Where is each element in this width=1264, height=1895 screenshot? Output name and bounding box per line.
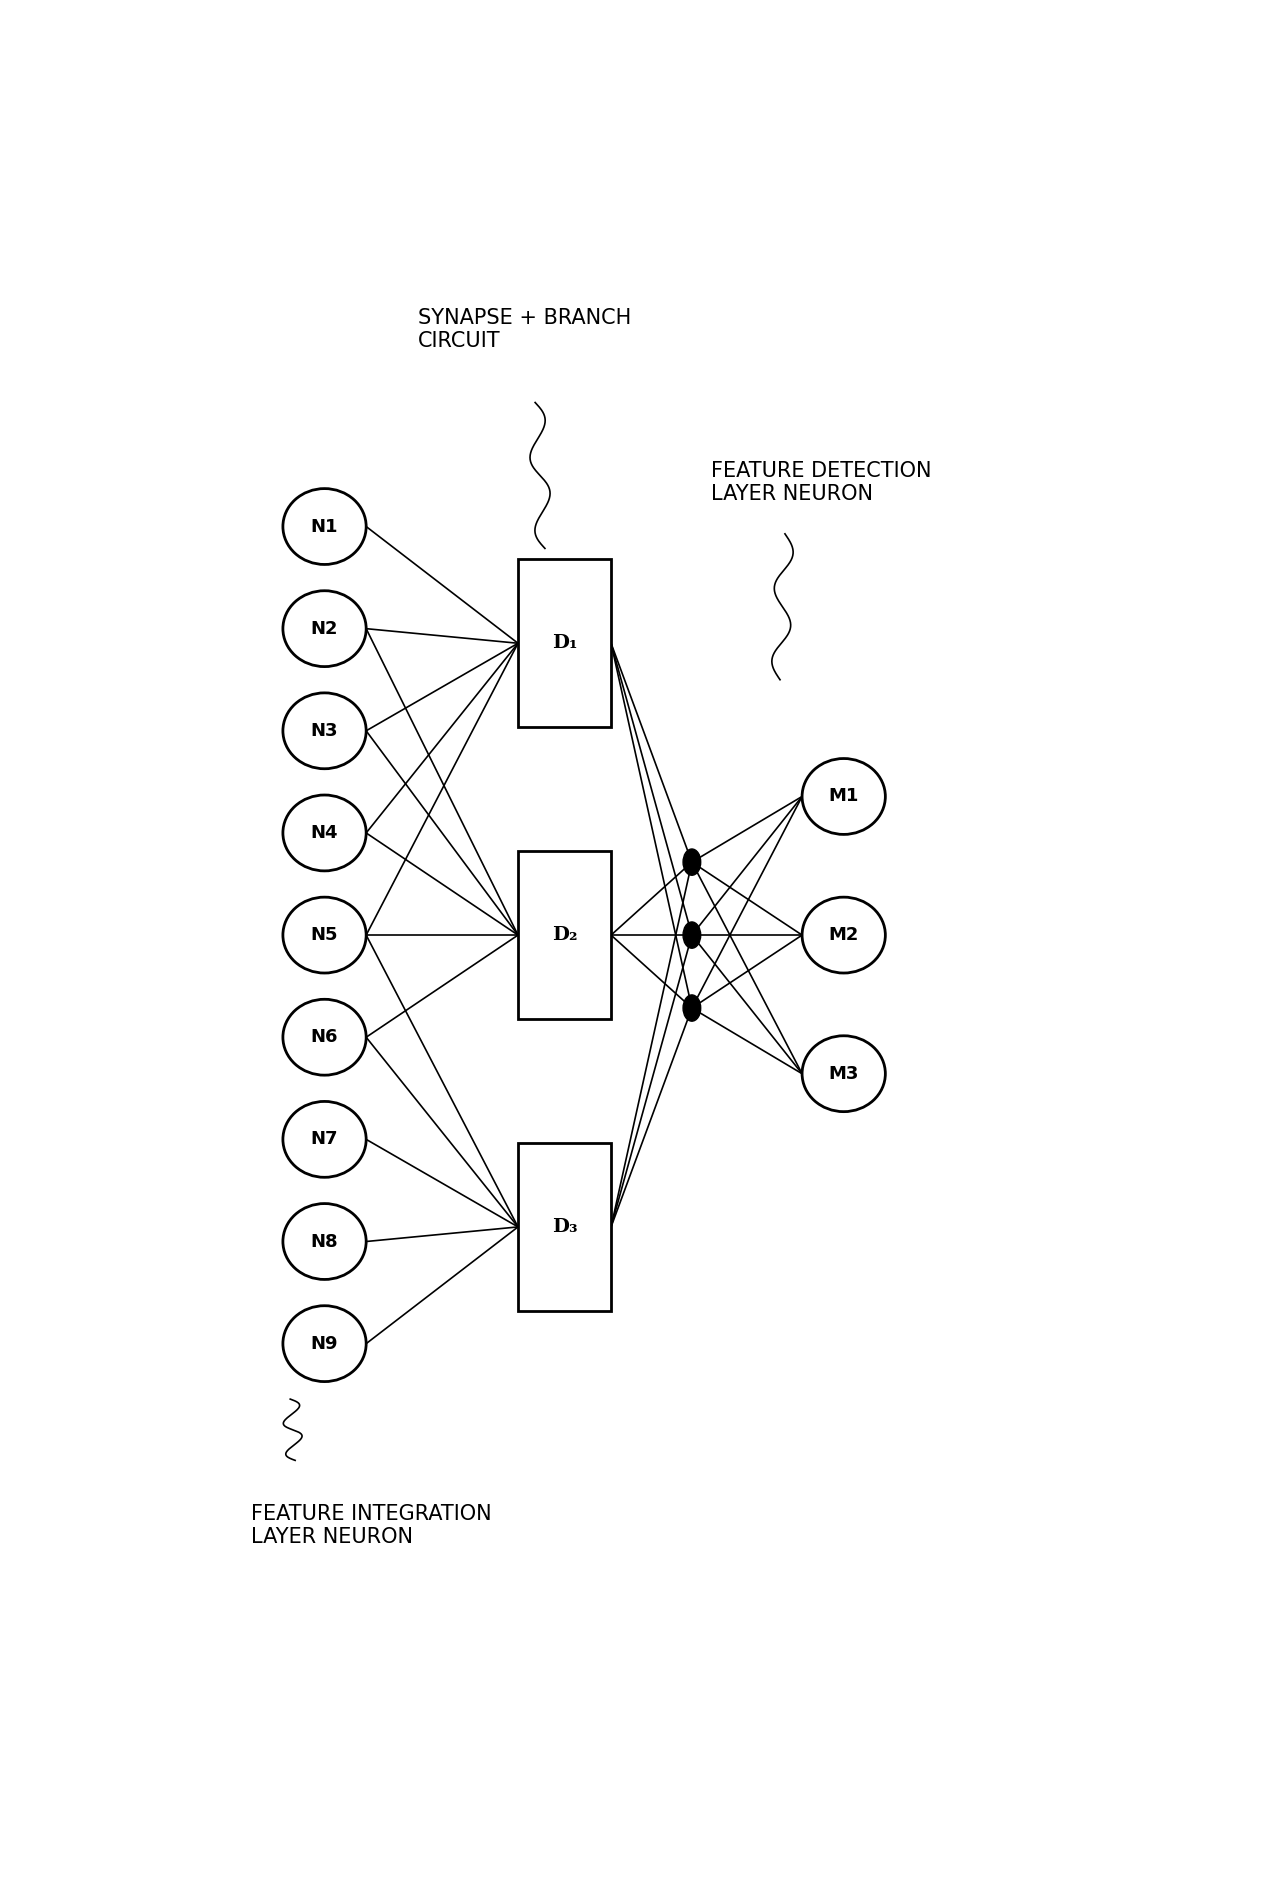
Text: N7: N7 xyxy=(311,1131,339,1148)
Ellipse shape xyxy=(803,896,885,972)
Text: D₂: D₂ xyxy=(552,927,578,944)
Ellipse shape xyxy=(283,694,367,769)
Text: N1: N1 xyxy=(311,517,339,536)
Ellipse shape xyxy=(283,1306,367,1381)
Text: N2: N2 xyxy=(311,620,339,637)
Ellipse shape xyxy=(803,1037,885,1112)
Bar xyxy=(518,1143,611,1311)
Text: N5: N5 xyxy=(311,927,339,944)
Ellipse shape xyxy=(803,758,885,834)
Ellipse shape xyxy=(283,999,367,1074)
Text: M3: M3 xyxy=(828,1065,860,1082)
Bar xyxy=(518,559,611,728)
Text: FEATURE DETECTION
LAYER NEURON: FEATURE DETECTION LAYER NEURON xyxy=(712,460,932,504)
Circle shape xyxy=(683,995,700,1021)
Text: N4: N4 xyxy=(311,824,339,841)
Bar xyxy=(518,851,611,1020)
Text: D₁: D₁ xyxy=(552,635,578,652)
Ellipse shape xyxy=(283,1203,367,1279)
Ellipse shape xyxy=(283,1101,367,1177)
Text: N9: N9 xyxy=(311,1334,339,1353)
Text: N8: N8 xyxy=(311,1232,339,1251)
Ellipse shape xyxy=(283,896,367,972)
Text: M1: M1 xyxy=(828,788,860,805)
Text: FEATURE INTEGRATION
LAYER NEURON: FEATURE INTEGRATION LAYER NEURON xyxy=(252,1505,492,1548)
Text: N3: N3 xyxy=(311,722,339,739)
Ellipse shape xyxy=(283,489,367,565)
Text: N6: N6 xyxy=(311,1029,339,1046)
Text: D₃: D₃ xyxy=(552,1218,578,1236)
Ellipse shape xyxy=(283,796,367,872)
Circle shape xyxy=(683,849,700,875)
Text: M2: M2 xyxy=(828,927,860,944)
Circle shape xyxy=(683,923,700,948)
Ellipse shape xyxy=(283,591,367,667)
Text: SYNAPSE + BRANCH
CIRCUIT: SYNAPSE + BRANCH CIRCUIT xyxy=(417,307,631,351)
